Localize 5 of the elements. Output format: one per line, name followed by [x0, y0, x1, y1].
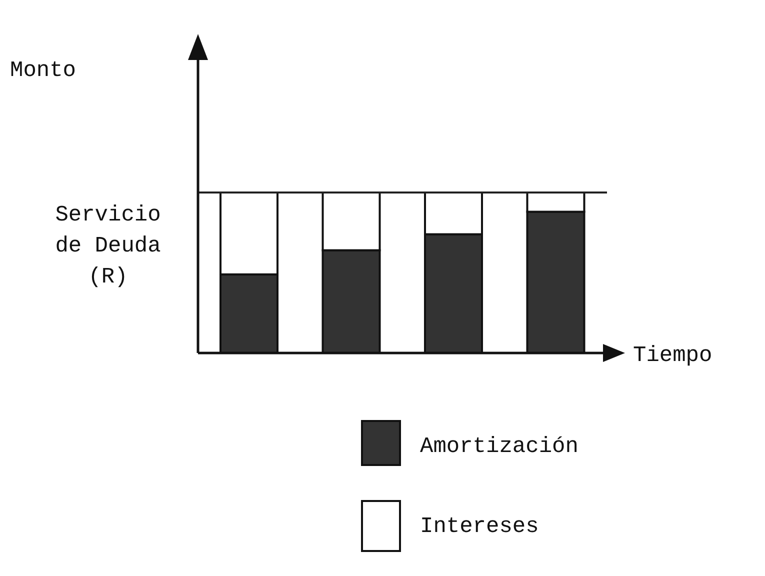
legend-label: Amortización — [420, 434, 578, 458]
x-axis-title: Tiempo — [633, 343, 712, 368]
legend-label: Intereses — [420, 514, 539, 538]
ref-line-label: Servicio de Deuda (R) — [55, 202, 161, 290]
text: Monto — [10, 58, 76, 83]
